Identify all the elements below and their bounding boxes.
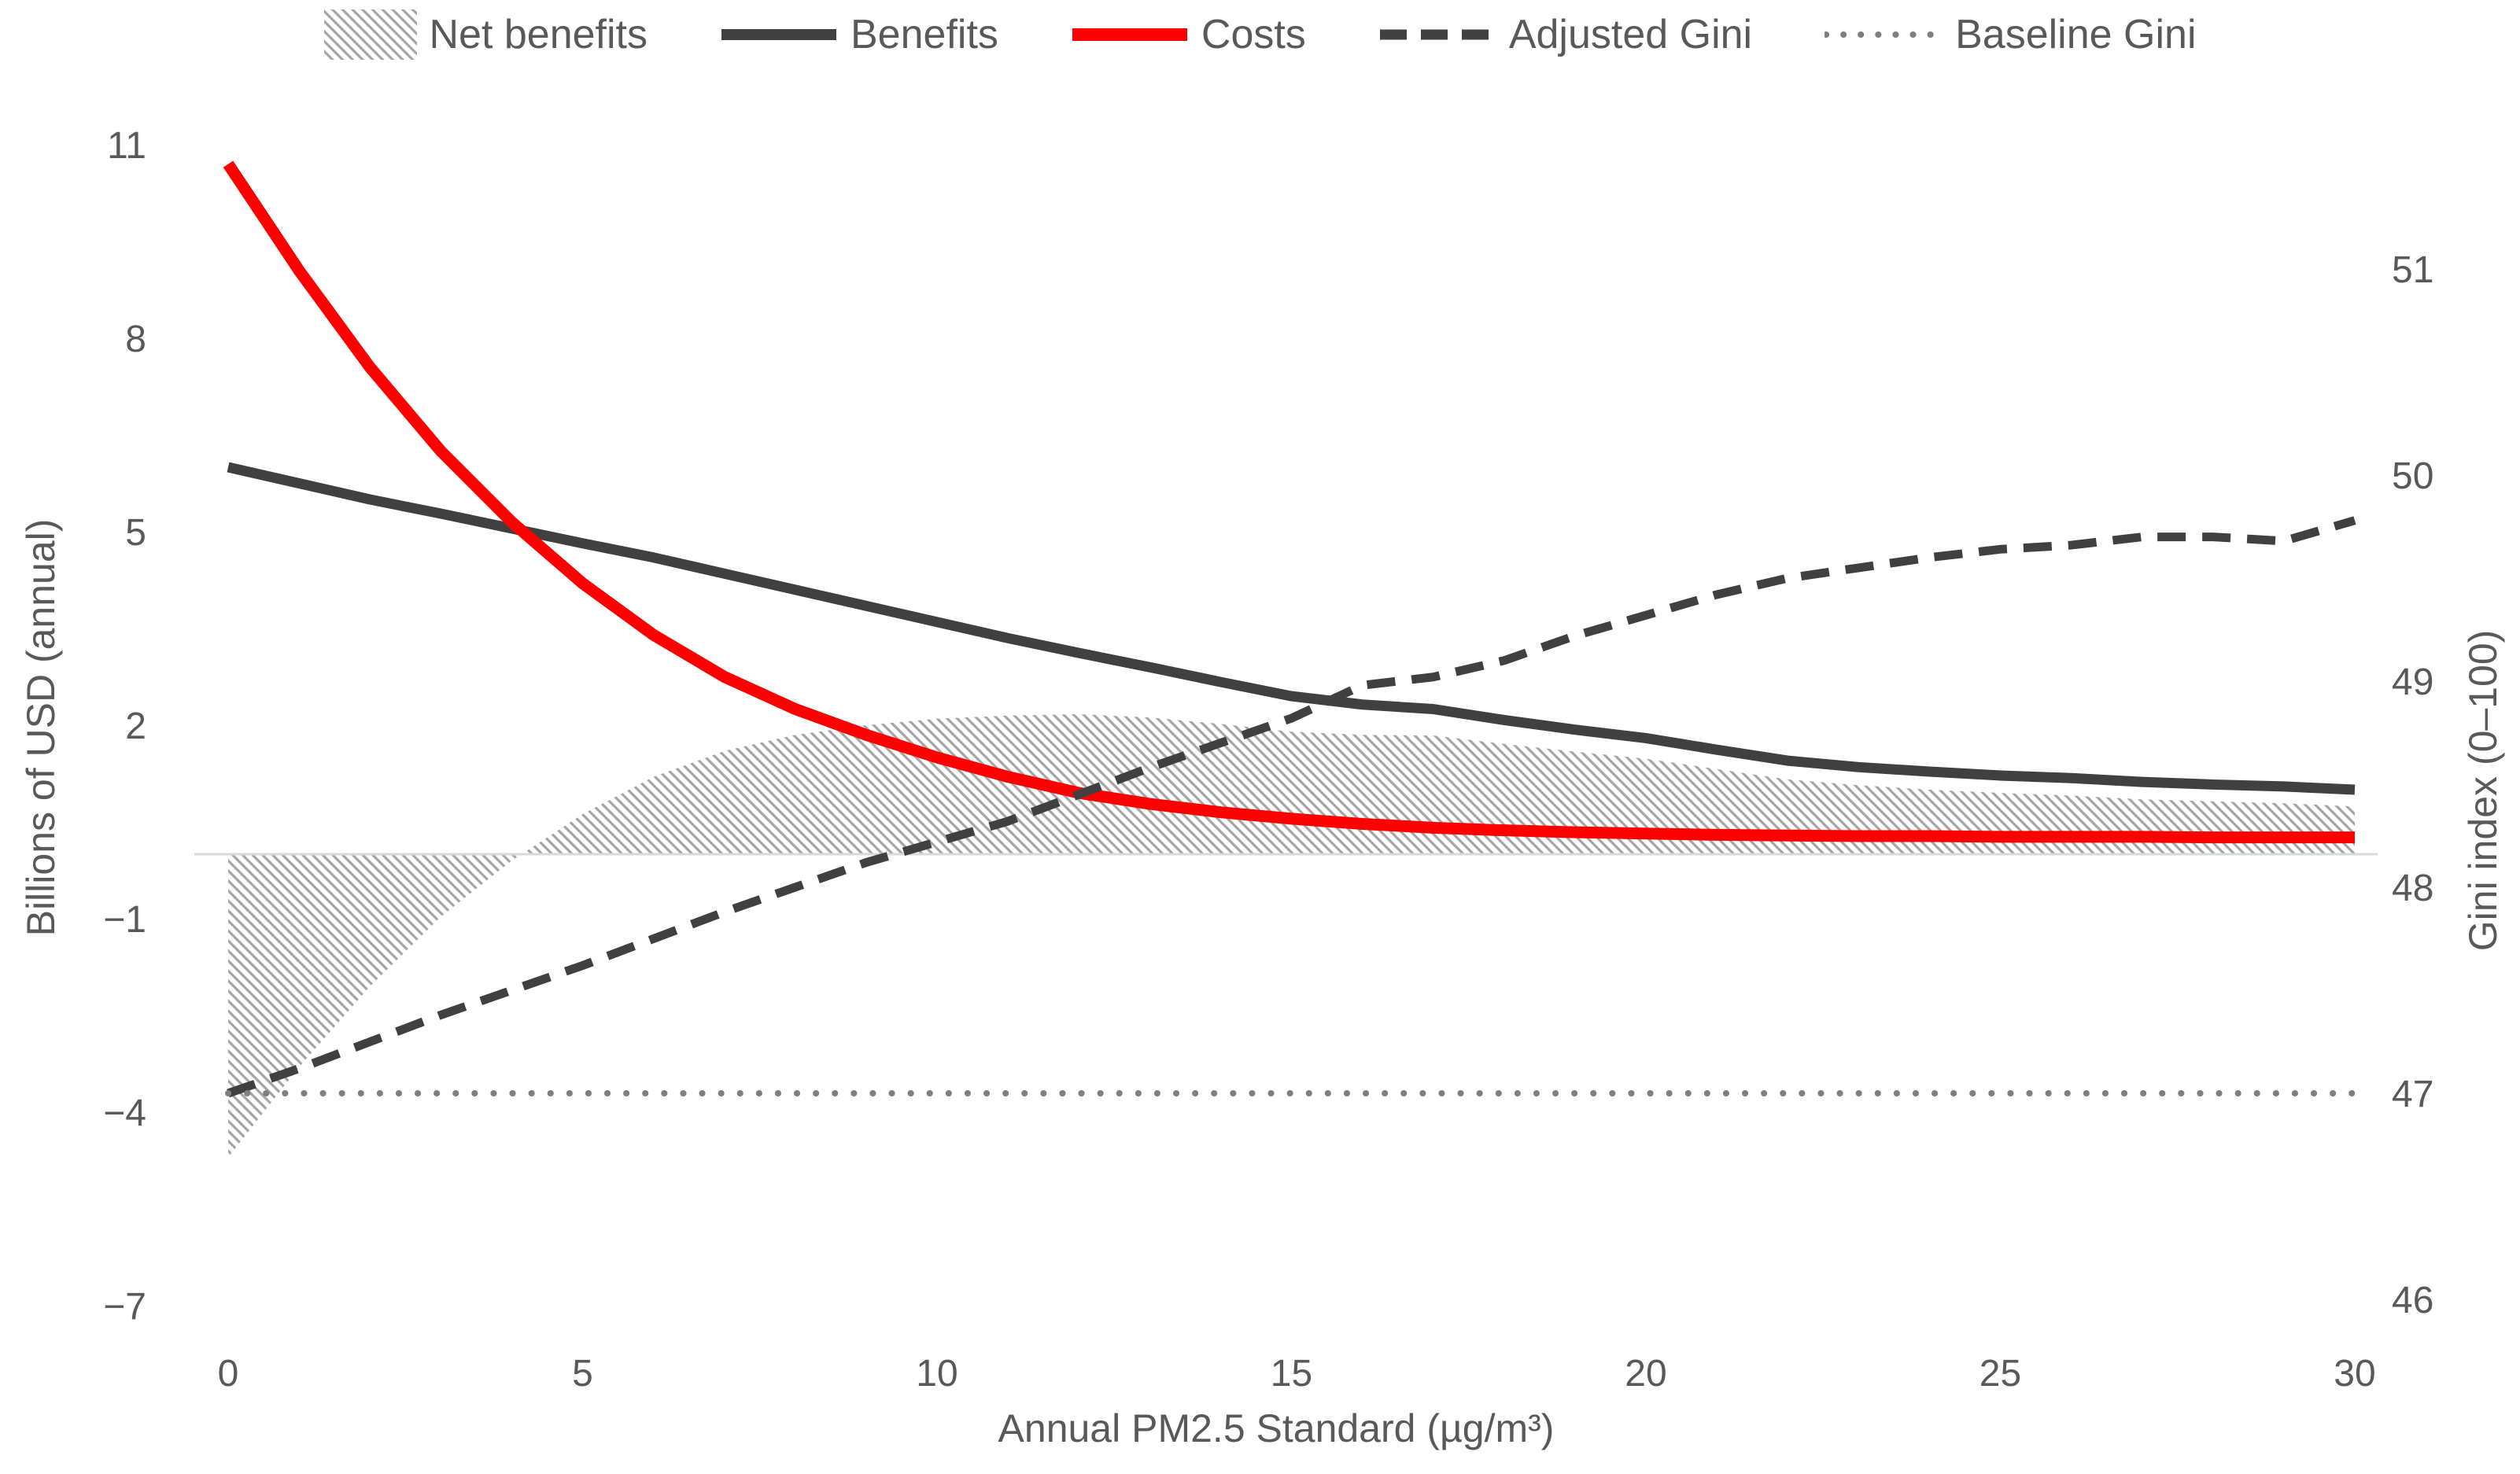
legend-label: Benefits xyxy=(850,12,998,57)
right-axis-tick-label: 46 xyxy=(2392,1280,2433,1321)
left-axis-tick-label: 5 xyxy=(125,512,146,554)
x-axis-tick-label: 0 xyxy=(218,1353,239,1395)
series-adjusted-gini xyxy=(227,516,2356,1098)
tick-layer: 11 8 5 2 −1 −4 −7 51 50 49 48 47 46 0 5 10 15 20 25 30 xyxy=(103,125,2433,1395)
legend-item-net-benefits: Net benefits xyxy=(323,9,648,60)
right-axis-tick-label: 47 xyxy=(2392,1074,2433,1115)
right-axis-tick-label: 51 xyxy=(2392,249,2433,291)
legend-label: Baseline Gini xyxy=(1955,12,2197,57)
left-axis-tick-label: 2 xyxy=(125,706,146,747)
x-axis-tick-label: 20 xyxy=(1625,1353,1666,1395)
left-axis-tick-label: −4 xyxy=(103,1093,146,1134)
adjusted-gini-swatch-icon xyxy=(1378,25,1496,44)
x-axis-tick-label: 5 xyxy=(572,1353,593,1395)
x-axis-tick-label: 25 xyxy=(1979,1353,2021,1395)
left-axis-tick-label: 8 xyxy=(125,319,146,360)
left-axis-tick-label: −1 xyxy=(103,899,146,941)
legend-item-baseline-gini: Baseline Gini xyxy=(1825,12,2197,57)
x-axis-tick-label: 10 xyxy=(916,1353,957,1395)
legend-label: Adjusted Gini xyxy=(1508,12,1753,57)
left-axis-tick-label: 11 xyxy=(107,125,146,167)
series-net-benefits xyxy=(228,714,2355,1158)
x-axis-title: Annual PM2.5 Standard (µg/m³) xyxy=(998,1406,1555,1450)
x-axis-tick-label: 30 xyxy=(2334,1353,2375,1395)
legend-item-benefits: Benefits xyxy=(720,14,998,55)
left-axis-tick-label: −7 xyxy=(103,1286,146,1328)
x-axis-tick-label: 15 xyxy=(1271,1353,1312,1395)
legend-item-costs: Costs xyxy=(1071,14,1306,55)
baseline-gini-swatch-icon xyxy=(1825,25,1943,44)
benefits-swatch-icon xyxy=(720,25,838,44)
legend: Net benefits Benefits Costs Adjusted Gini Ba… xyxy=(0,5,2520,64)
net-benefits-swatch-icon xyxy=(323,9,417,60)
series-layer xyxy=(194,160,2378,1158)
legend-label: Costs xyxy=(1201,12,1306,57)
series-costs xyxy=(223,160,2355,844)
costs-swatch-icon xyxy=(1071,25,1189,44)
right-axis-tick-label: 49 xyxy=(2392,661,2433,703)
right-axis-tick-label: 50 xyxy=(2392,455,2433,497)
series-benefits xyxy=(227,462,2356,795)
legend-label: Net benefits xyxy=(429,12,648,57)
legend-item-adjusted-gini: Adjusted Gini xyxy=(1378,14,1752,55)
right-axis-tick-label: 48 xyxy=(2392,868,2433,909)
